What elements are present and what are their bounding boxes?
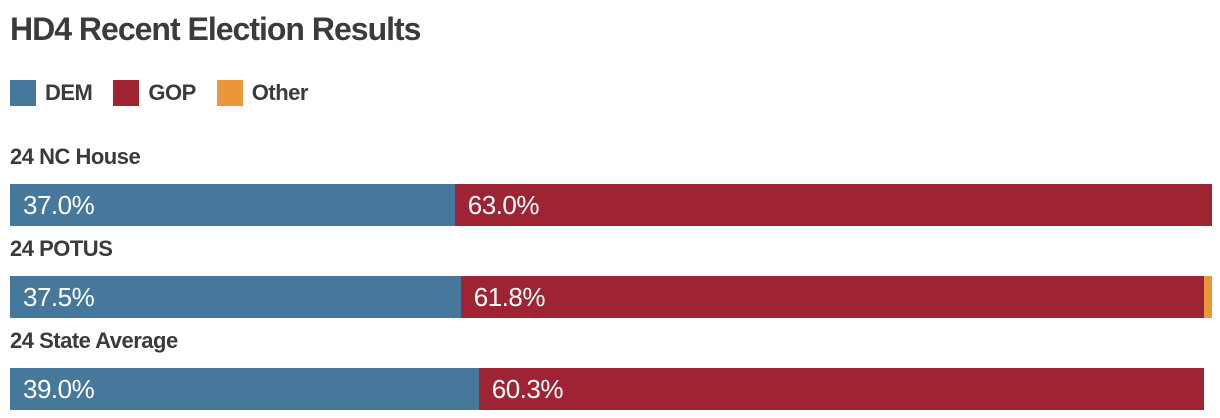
legend-label-dem: DEM — [45, 80, 93, 105]
chart-row-nc-house: 24 NC House 37.0% 63.0% — [10, 144, 1212, 226]
segment-value-label: 61.8% — [473, 282, 546, 312]
segment-value-label: 39.0% — [23, 374, 95, 404]
legend-item-dem: DEM — [10, 80, 93, 106]
legend-item-gop: GOP — [113, 80, 196, 106]
bar-segment-dem: 37.5% — [10, 276, 461, 318]
bar-segment-gop: 61.8% — [460, 276, 1204, 318]
segment-value-label: 37.0% — [23, 190, 95, 220]
legend-item-other: Other — [216, 80, 309, 106]
segment-value-label: 63.0% — [467, 190, 540, 220]
stacked-bar: 37.5% 61.8% — [10, 276, 1212, 318]
stacked-bar: 37.0% 63.0% — [10, 184, 1212, 226]
other-swatch-icon — [216, 80, 243, 106]
row-label: 24 NC House — [10, 144, 141, 169]
chart-legend: DEM GOP Other — [10, 80, 1212, 106]
chart-title: HD4 Recent Election Results — [10, 11, 421, 47]
segment-value-label: 37.5% — [23, 282, 95, 312]
legend-label-gop: GOP — [148, 80, 196, 105]
bar-segment-other — [1203, 276, 1212, 318]
gop-swatch-icon — [113, 80, 140, 106]
chart-row-potus: 24 POTUS 37.5% 61.8% — [10, 236, 1212, 318]
segment-value-label: 60.3% — [491, 374, 564, 404]
legend-label-other: Other — [251, 80, 309, 105]
chart-row-state-average: 24 State Average 39.0% 60.3% — [10, 328, 1212, 410]
bar-segment-dem: 37.0% — [10, 184, 455, 226]
bar-segment-gop: 60.3% — [478, 368, 1204, 410]
row-label: 24 POTUS — [10, 236, 113, 261]
dem-swatch-icon — [10, 80, 36, 106]
stacked-bar: 39.0% 60.3% — [10, 368, 1212, 410]
bar-segment-dem: 39.0% — [10, 368, 479, 410]
row-label: 24 State Average — [10, 328, 178, 353]
bar-segment-gop: 63.0% — [454, 184, 1212, 226]
